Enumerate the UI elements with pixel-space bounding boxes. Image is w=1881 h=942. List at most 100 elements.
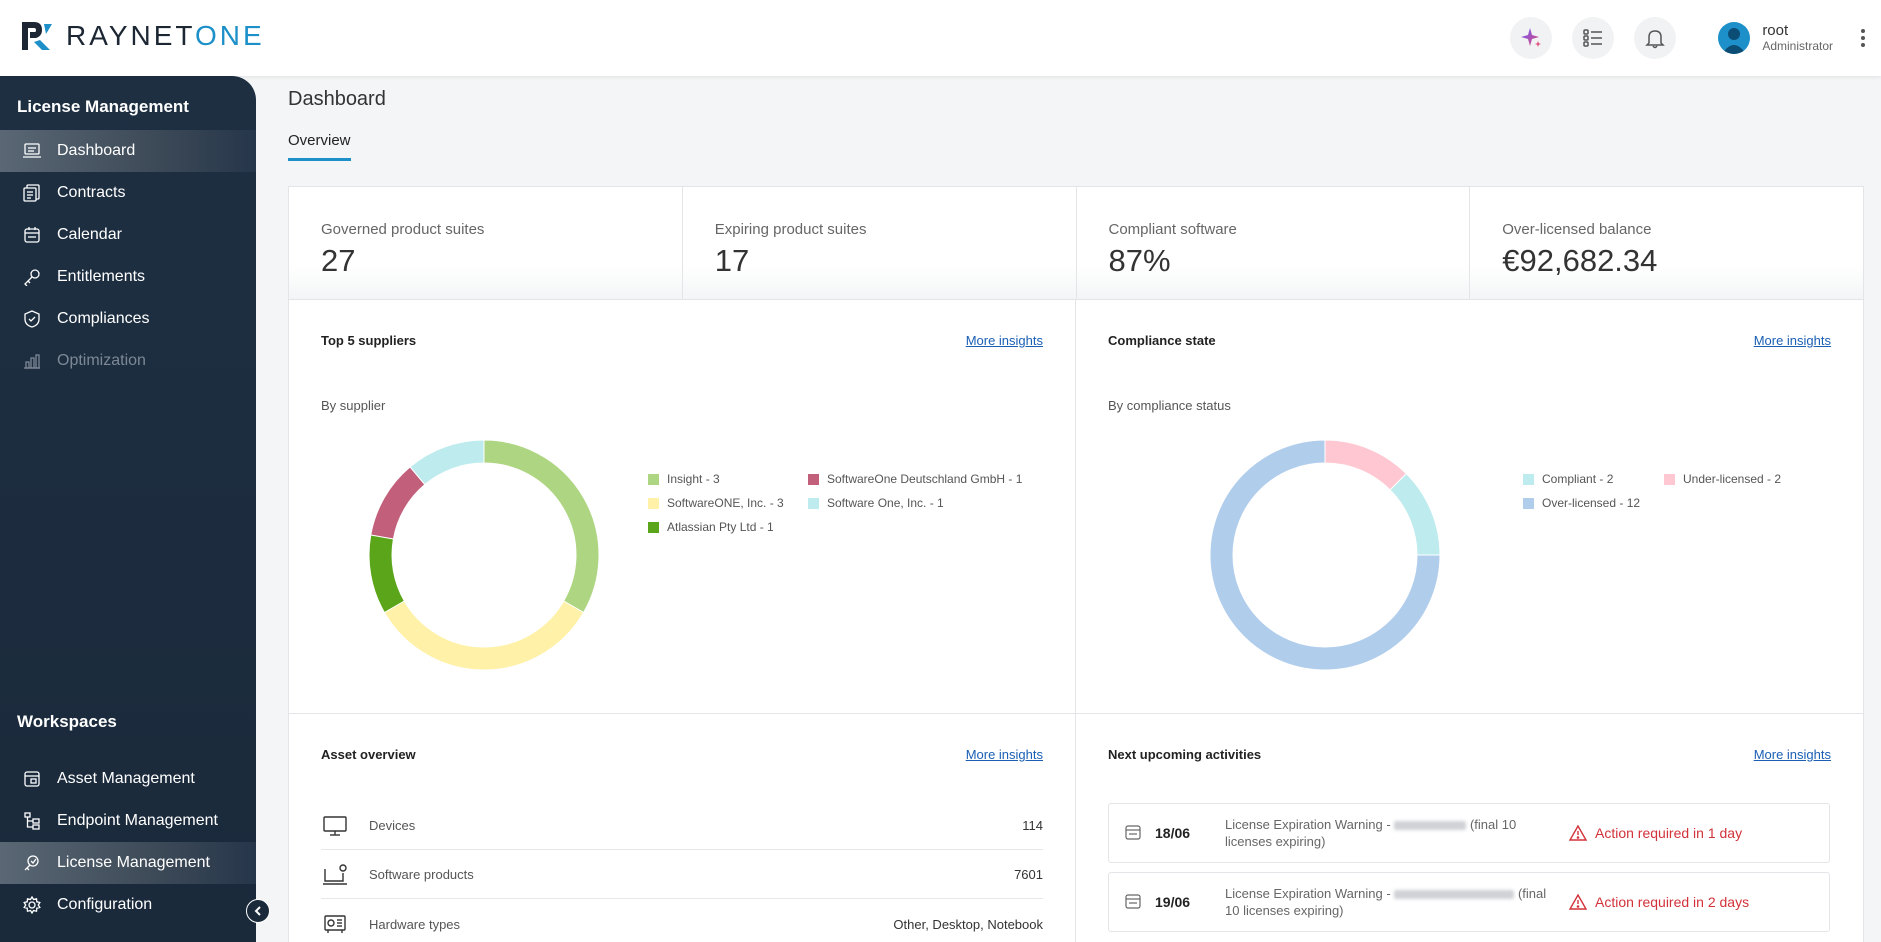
activity-item[interactable]: 18/06 License Expiration Warning - (fina… [1108,803,1830,863]
donut-slice-compliant[interactable] [1389,472,1441,556]
kpi-expiring-product-suites[interactable]: Expiring product suites 17 [682,187,1077,299]
sidebar-section-title: License Management [17,97,189,116]
raynet-logo[interactable]: RAYNETONE [16,20,265,52]
shield-check-icon [21,308,43,330]
user-menu[interactable]: root Administrator [1718,22,1833,54]
donut-slice-software-one-inc-[interactable] [409,439,485,486]
avatar [1718,22,1751,54]
card-subtitle: By supplier [321,398,386,413]
tab-overview[interactable]: Overview [288,132,351,161]
compliance-card: Compliance state More insights By compli… [1075,299,1864,714]
asset-row-devices[interactable]: Devices 114 [321,802,1043,850]
donut-slice-atlassian-pty-ltd[interactable] [368,534,406,614]
sparkle-icon [1521,28,1542,47]
card-title: Asset overview [321,747,416,762]
key-icon [21,266,43,288]
kpi-value: 87% [1108,243,1171,278]
kpi-label: Over-licensed balance [1502,221,1652,238]
sidebar: License Management Dashboard Contracts C… [0,76,256,942]
sidebar-item-contracts[interactable]: Contracts [0,172,256,214]
legend-item[interactable]: SoftwareOne Deutschland GmbH - 1 [808,472,1038,486]
main-content: Dashboard Overview Governed product suit… [288,76,1864,942]
donut-slice-under-licensed[interactable] [1324,439,1408,491]
legend-item[interactable]: Insight - 3 [648,472,808,486]
ai-assistant-button[interactable] [1510,17,1553,59]
collapse-sidebar-button[interactable] [246,899,270,923]
sidebar-item-label: Compliances [57,310,150,327]
donut-slice-softwareone-inc-[interactable] [383,600,585,671]
asset-label: Software products [369,867,474,882]
workspace-configuration[interactable]: Configuration [0,884,256,926]
top-bar: RAYNETONE [0,0,1881,76]
workspace-label: License Management [57,854,210,871]
legend-item[interactable]: Compliant - 2 [1523,472,1664,486]
suppliers-donut-chart[interactable] [367,438,601,672]
suppliers-card: Top 5 suppliers More insights By supplie… [288,299,1076,714]
redacted-text [1394,890,1515,900]
workspace-list: Asset Management Endpoint Management Lic… [0,758,256,926]
calendar-icon [1125,893,1143,912]
legend-item[interactable]: Software One, Inc. - 1 [808,496,1038,510]
donut-slice-insight[interactable] [483,439,600,614]
asset-row-software-products[interactable]: Software products 7601 [321,851,1043,899]
activity-date: 19/06 [1155,894,1191,910]
asset-value: 114 [1022,818,1043,833]
contracts-icon [21,182,43,204]
legend-item[interactable]: Under-licensed - 2 [1664,472,1794,486]
workspace-license-management[interactable]: License Management [0,842,256,884]
workspace-label: Asset Management [57,770,195,787]
asset-label: Hardware types [369,916,461,932]
kpi-governed-product-suites[interactable]: Governed product suites 27 [289,187,683,299]
sidebar-item-calendar[interactable]: Calendar [0,214,256,256]
sidebar-item-dashboard[interactable]: Dashboard [0,130,256,172]
sidebar-item-optimization[interactable]: Optimization [0,340,256,382]
bar-chart-icon [21,350,43,372]
task-list-button[interactable] [1572,17,1615,59]
kpi-over-licensed-balance[interactable]: Over-licensed balance €92,682.34 [1470,187,1863,299]
raynet-logo-mark [22,22,52,50]
tab-bar: Overview [288,132,1864,162]
notifications-button[interactable] [1634,17,1677,59]
activity-item[interactable]: 19/06 License Expiration Warning - (fina… [1108,872,1830,932]
asset-value: Other, Desktop, Notebook [893,916,1043,932]
asset-value: 7601 [1014,867,1043,882]
legend-item[interactable]: Over-licensed - 12 [1523,496,1664,510]
page-title: Dashboard [288,88,386,110]
kpi-label: Expiring product suites [714,221,867,238]
hardware-icon [321,910,349,938]
card-subtitle: By compliance status [1108,398,1231,413]
warning-icon [1569,825,1587,841]
calendar-icon [21,224,43,246]
kpi-label: Compliant software [1108,221,1237,238]
asset-label: Devices [369,818,416,833]
sidebar-item-label: Dashboard [57,142,136,159]
workspace-asset-management[interactable]: Asset Management [0,758,256,800]
monitor-icon [321,812,349,840]
user-role: Administrator [1762,39,1833,53]
gear-icon [21,894,43,916]
donut-slice-over-licensed[interactable] [1209,439,1441,671]
legend-item[interactable]: SoftwareONE, Inc. - 3 [648,496,808,510]
laptop-software-icon [321,861,349,889]
activity-status: Action required in 1 day [1569,825,1742,841]
donut-slice-softwareone-deutschland-gmbh[interactable] [370,466,426,540]
sidebar-item-compliances[interactable]: Compliances [0,298,256,340]
suppliers-more-insights-link[interactable]: More insights [965,333,1043,348]
bell-icon [1645,30,1666,49]
more-menu-button[interactable] [1853,18,1873,58]
sidebar-item-entitlements[interactable]: Entitlements [0,256,256,298]
asset-row-hardware-types[interactable]: Hardware types Other, Desktop, Notebook [321,900,1043,942]
calendar-icon [1125,824,1143,843]
legend-item[interactable]: Atlassian Pty Ltd - 1 [648,520,808,534]
asset-more-insights-link[interactable]: More insights [965,747,1043,762]
compliance-more-insights-link[interactable]: More insights [1753,333,1831,348]
workspace-endpoint-management[interactable]: Endpoint Management [0,800,256,842]
compliance-donut-chart[interactable] [1208,438,1442,672]
checklist-icon [1583,29,1603,47]
suppliers-legend: Insight - 3 SoftwareOne Deutschland GmbH… [648,472,1038,534]
kpi-value: 27 [321,243,356,278]
activities-more-insights-link[interactable]: More insights [1753,747,1831,762]
kpi-compliant-software[interactable]: Compliant software 87% [1076,187,1471,299]
card-title: Next upcoming activities [1108,747,1262,762]
card-title: Compliance state [1108,333,1216,348]
